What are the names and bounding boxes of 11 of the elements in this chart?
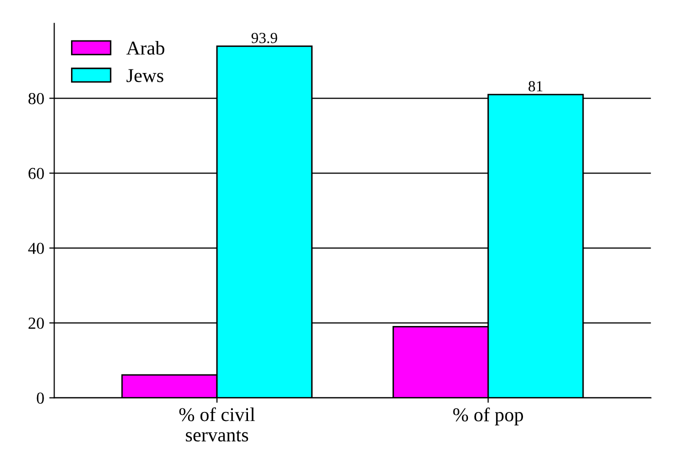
y-tick-label: 80 <box>28 92 44 104</box>
y-tick-label: 20 <box>28 318 44 329</box>
y-tick-label: 40 <box>28 242 44 254</box>
y-tick-label: 60 <box>28 168 44 180</box>
data-label: 81 <box>528 81 542 92</box>
legend-label: Jews <box>126 69 164 82</box>
legend-label: Arab <box>126 41 164 55</box>
y-tick-label: 0 <box>36 392 44 404</box>
data-label: 93.9 <box>252 32 278 44</box>
x-tick-label: % of civil servants <box>179 407 255 442</box>
x-tick-label: % of pop <box>453 408 524 426</box>
